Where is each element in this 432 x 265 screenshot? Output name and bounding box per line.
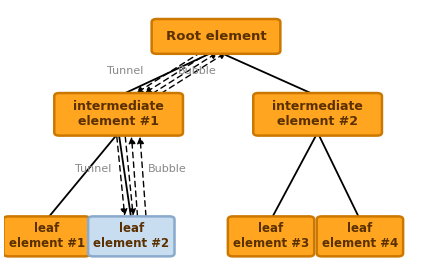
FancyBboxPatch shape: [253, 93, 382, 136]
Text: Root element: Root element: [166, 30, 266, 43]
Text: leaf
element #2: leaf element #2: [93, 222, 169, 250]
FancyBboxPatch shape: [3, 217, 90, 256]
Text: Tunnel: Tunnel: [107, 67, 143, 77]
Text: Bubble: Bubble: [148, 164, 187, 174]
FancyBboxPatch shape: [152, 19, 280, 54]
Text: leaf
element #1: leaf element #1: [9, 222, 85, 250]
FancyBboxPatch shape: [228, 217, 314, 256]
Text: leaf
element #3: leaf element #3: [233, 222, 309, 250]
FancyBboxPatch shape: [317, 217, 403, 256]
Text: leaf
element #4: leaf element #4: [322, 222, 398, 250]
FancyBboxPatch shape: [88, 217, 175, 256]
Text: Tunnel: Tunnel: [75, 164, 111, 174]
Text: intermediate
element #2: intermediate element #2: [272, 100, 363, 128]
FancyBboxPatch shape: [54, 93, 183, 136]
Text: Bubble: Bubble: [178, 67, 216, 77]
Text: intermediate
element #1: intermediate element #1: [73, 100, 164, 128]
